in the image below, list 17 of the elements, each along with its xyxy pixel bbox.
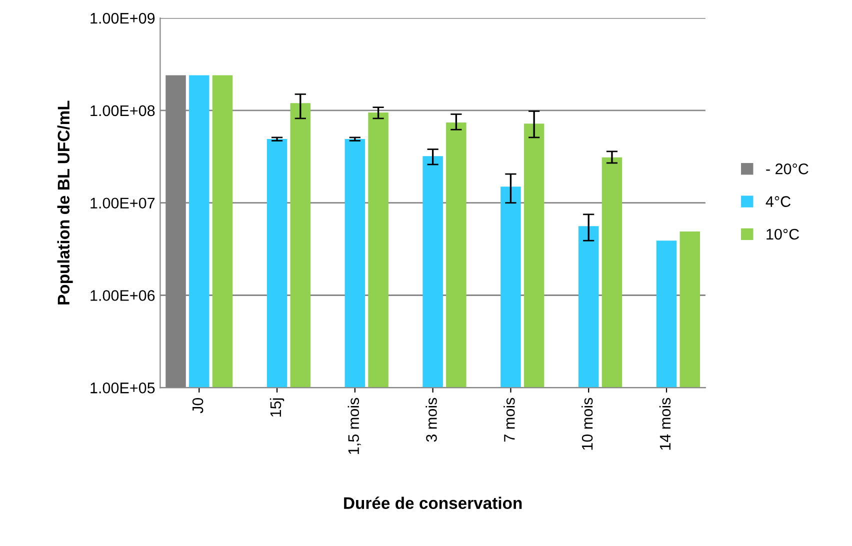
x-tick-label: 10 mois <box>581 398 593 450</box>
x-axis-title: Durée de conservation <box>344 496 522 510</box>
y-tick-label: 1.00E+09 <box>90 12 155 24</box>
x-tick-label: 15j <box>270 398 284 417</box>
x-tick-label: 1,5 mois <box>348 398 361 454</box>
legend-label: - 20°C <box>766 164 808 174</box>
x-tick-label: J0 <box>192 398 204 414</box>
x-tick-label: 7 mois <box>504 398 515 442</box>
y-tick-label: 1.00E+07 <box>90 198 155 209</box>
y-tick-label: 1.00E+06 <box>90 290 155 301</box>
legend-label: 4°C <box>766 196 791 207</box>
x-tick-label: 3 mois <box>426 398 437 442</box>
x-tick-label: 14 mois <box>659 398 671 450</box>
y-tick-label: 1.00E+08 <box>90 105 155 116</box>
y-axis-title: Population de BL UFC/mL <box>57 100 73 304</box>
y-tick-label: 1.00E+05 <box>90 382 155 394</box>
legend-label: 10°C <box>766 228 800 240</box>
